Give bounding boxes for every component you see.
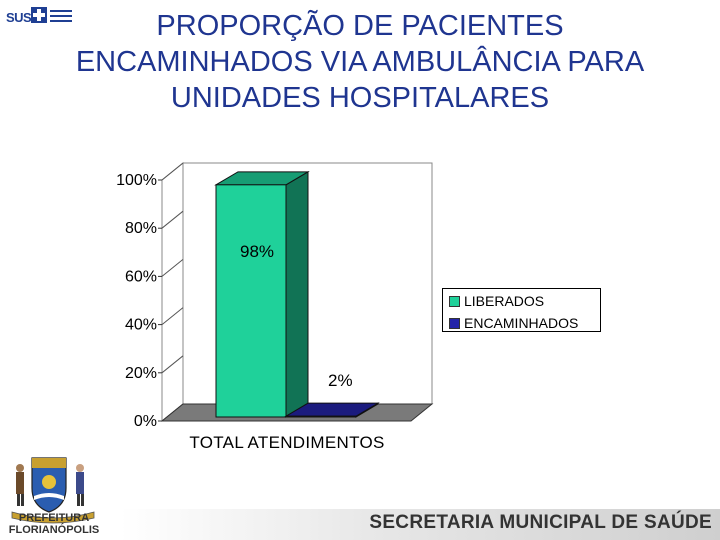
legend-label-encaminhados: ENCAMINHADOS: [464, 315, 579, 331]
legend-swatch-encaminhados: [449, 317, 460, 329]
side-wall: [161, 161, 184, 423]
bar-liberados: [215, 184, 287, 418]
title-line-1: PROPORÇÃO DE PACIENTES: [156, 10, 564, 42]
bars: [214, 170, 380, 418]
secretaria-label: SECRETARIA MUNICIPAL DE SAÚDE: [369, 512, 712, 533]
sus-logo-lines: [50, 10, 72, 25]
data-label-liberados: 98%: [240, 242, 274, 261]
data-label-encaminhados: 2%: [328, 371, 353, 390]
y-axis-ticks: 0% 20% 40% 60% 80% 100%: [116, 172, 162, 430]
slide-title: PROPORÇÃO DE PACIENTES ENCAMINHADOS VIA …: [0, 8, 720, 116]
x-category-label: TOTAL ATENDIMENTOS: [189, 433, 384, 452]
y-tick-label: 60%: [125, 268, 157, 285]
gridline: [161, 210, 184, 229]
city-label: FLORIANÓPOLIS: [8, 524, 100, 536]
prefeitura-label: PREFEITURA: [18, 512, 90, 524]
y-tick-label: 20%: [125, 365, 157, 382]
title-line-2: ENCAMINHADOS VIA AMBULÂNCIA PARA: [75, 46, 645, 78]
bar-encaminhados: [285, 415, 357, 418]
y-tick-label: 100%: [116, 172, 157, 189]
sus-logo: SUS: [2, 4, 74, 34]
sus-logo-text: SUS: [6, 10, 32, 25]
legend-label-liberados: LIBERADOS: [464, 293, 545, 309]
chart-legend: LIBERADOS ENCAMINHADOS: [442, 288, 601, 332]
y-tick-label: 80%: [125, 220, 157, 237]
left-figure-icon: [16, 464, 24, 506]
right-figure-icon: [76, 464, 84, 506]
data-labels: 98% 2%: [240, 242, 353, 390]
y-tick-label: 40%: [125, 317, 157, 334]
bar-side-liberados: [285, 170, 309, 418]
gridline: [161, 259, 184, 277]
title-line-3: UNIDADES HOSPITALARES: [170, 82, 550, 114]
y-tick-label: 0%: [134, 413, 157, 430]
gridline: [161, 162, 184, 181]
shield-icon: [31, 457, 67, 513]
legend-swatch-liberados: [449, 295, 460, 307]
footer-gradient-bar: [120, 509, 720, 540]
gridline: [161, 307, 184, 325]
gridline: [161, 355, 184, 374]
prefeitura-emblem: [11, 457, 95, 524]
emblem-ribbon: [11, 511, 95, 524]
sus-cross-icon: [31, 7, 47, 23]
legend-item-encaminhados: ENCAMINHADOS: [449, 315, 578, 331]
legend-item-liberados: LIBERADOS: [449, 293, 544, 309]
